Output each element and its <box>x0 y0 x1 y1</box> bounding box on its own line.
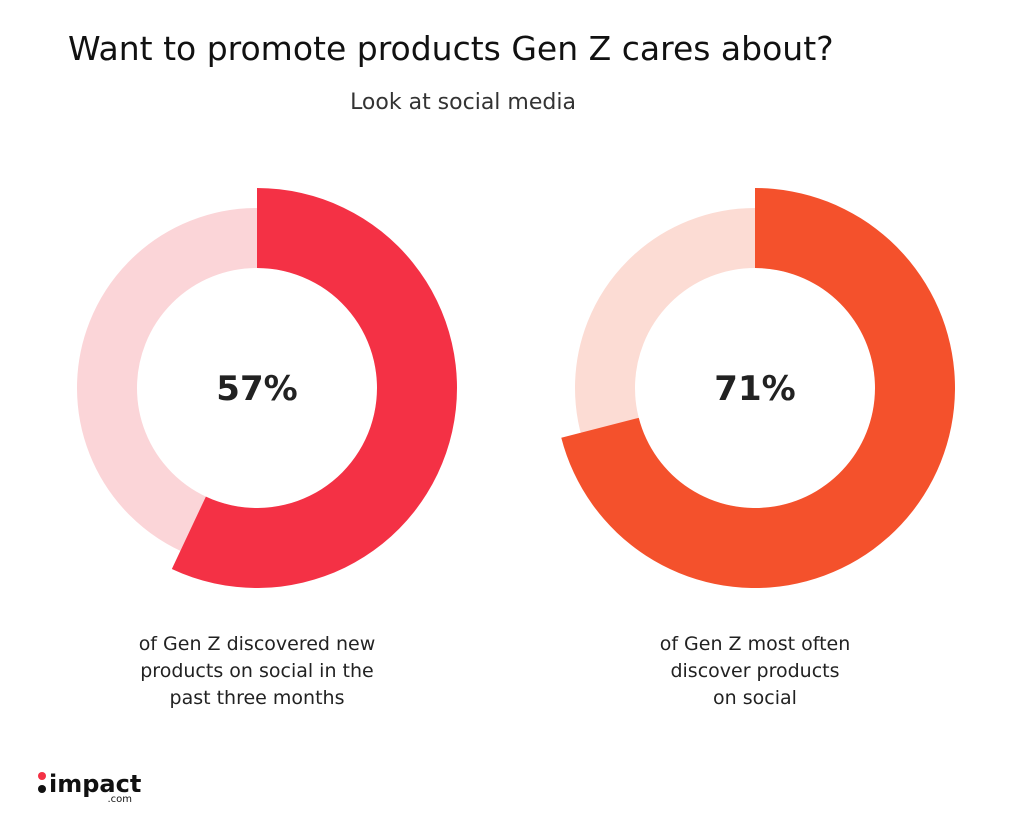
caption: products on social in the <box>140 660 373 682</box>
caption: of Gen Z most often <box>660 633 851 655</box>
value-label: 71% <box>714 369 795 409</box>
title: Want to promote products Gen Z cares abo… <box>68 29 834 68</box>
subtitle: Look at social media <box>350 90 576 115</box>
caption: of Gen Z discovered new <box>139 633 376 655</box>
logo-dot <box>38 785 46 793</box>
logo-dot <box>38 772 46 780</box>
caption: past three months <box>170 687 345 709</box>
logo-name: impact <box>49 770 141 798</box>
ring-arc <box>171 187 458 588</box>
logo: impact .com <box>38 770 141 805</box>
caption: on social <box>713 687 797 709</box>
caption: discover products <box>670 660 839 682</box>
ring-arc <box>561 188 955 589</box>
value-label: 57% <box>216 369 297 409</box>
logo-domain: .com <box>107 794 132 805</box>
